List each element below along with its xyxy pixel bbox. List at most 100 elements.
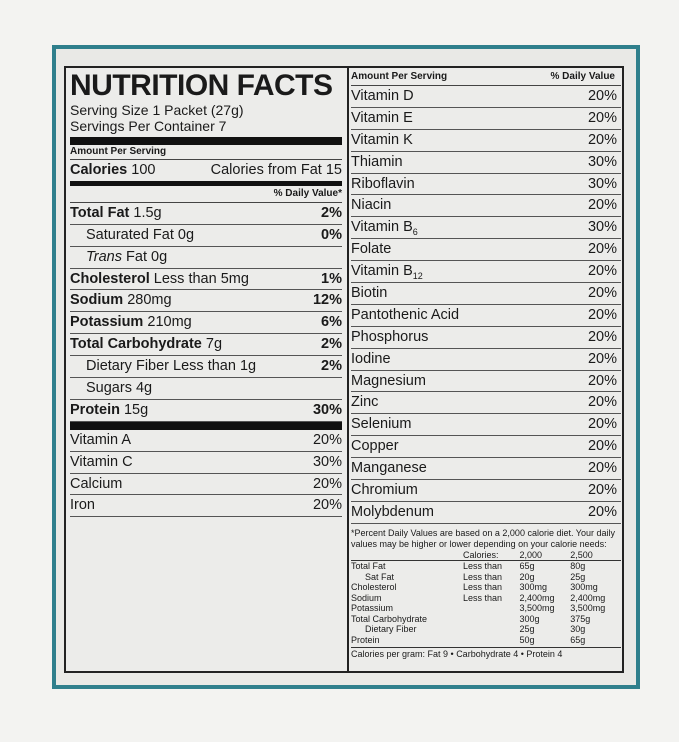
reference-cell: Sodium (351, 592, 382, 603)
nutrient-dv: 1% (321, 270, 342, 287)
vitamin-row: Molybdenum 20% (351, 502, 621, 524)
nutrient-dv: 6% (321, 314, 342, 331)
vitamin-row: Niacin 20% (351, 195, 621, 218)
nutrient-row: Sugars 4g (70, 378, 342, 400)
reference-cell: Less than (463, 592, 503, 603)
reference-header-cell: Calories: (463, 549, 520, 562)
vitamin-dv: 20% (587, 131, 617, 148)
daily-value-header: % Daily Value* (70, 186, 342, 203)
vitamin-row: Folate 20% (351, 239, 621, 262)
daily-value-right: % Daily Value (550, 71, 615, 82)
vitamin-name: Vitamin B12 (351, 263, 423, 282)
nutrient-label: Total Fat 1.5g (70, 203, 162, 224)
vitamin-name: Molybdenum (351, 503, 435, 520)
reference-cell: 2,400mg (570, 592, 606, 603)
vitamin-row: Vitamin A 20% (70, 430, 342, 452)
reference-cell: 3,500mg (570, 603, 606, 614)
reference-cell: 20g (519, 571, 535, 582)
divider (70, 421, 342, 430)
nutrient-label: Total Carbohydrate 7g (70, 334, 222, 355)
reference-header-cell (351, 549, 463, 562)
vitamin-name: Iron (70, 497, 95, 514)
vitamin-dv: 20% (587, 241, 617, 258)
vitamin-dv: 20% (587, 438, 617, 455)
nutrient-amount: Less than 5mg (153, 270, 249, 287)
vitamin-row: Vitamin D 20% (351, 86, 621, 108)
vitamin-row: Calcium 20% (70, 474, 342, 496)
nutrient-label: Saturated Fat 0g (86, 225, 194, 246)
vitamin-dv: 20% (587, 503, 617, 520)
vitamin-list-right: Vitamin D 20% Vitamin E 20% Vitamin K 20% Thia… (351, 86, 621, 524)
nutrient-name: Trans (86, 248, 122, 265)
vitamin-dv: 20% (587, 109, 617, 126)
footnote: *Percent Daily Values are based on a 2,0… (351, 527, 616, 549)
nutrient-amount: 280mg (127, 292, 172, 309)
nutrient-label: Sugars 4g (86, 378, 152, 399)
nutrient-name: Potassium (70, 314, 144, 331)
reference-header-cell: 2,000 (519, 549, 571, 562)
reference-cell: 300g (519, 613, 540, 624)
reference-cell: 375g (570, 613, 591, 624)
vitamin-name: Pantothenic Acid (351, 306, 460, 323)
vitamin-dv: 20% (312, 431, 342, 448)
left-column: NUTRITION FACTS Serving Size 1 Packet (2… (70, 68, 342, 671)
nutrient-label: Protein 15g (70, 400, 148, 421)
vitamin-name: Vitamin E (351, 109, 413, 126)
vitamin-name: Thiamin (351, 153, 403, 170)
vitamin-dv: 20% (587, 197, 617, 214)
nutrient-label: Cholesterol Less than 5mg (70, 269, 249, 290)
vitamin-dv: 20% (587, 285, 617, 302)
reference-row: Protein 50g 65g (351, 635, 621, 646)
vitamin-name: Calcium (70, 475, 123, 492)
nutrient-list: Total Fat 1.5g 2% Saturated Fat 0g 0% Trans … (70, 203, 342, 422)
vitamin-dv: 20% (587, 263, 617, 280)
vitamin-name: Vitamin C (70, 453, 133, 470)
vitamin-name: Riboflavin (351, 175, 415, 192)
vitamin-dv: 20% (587, 328, 617, 345)
vitamin-dv: 30% (312, 453, 342, 470)
reference-cell: 300mg (519, 582, 548, 593)
nutrient-row: Potassium 210mg 6% (70, 312, 342, 335)
vitamin-row: Vitamin B6 30% (351, 217, 621, 240)
right-column: Amount Per Serving % Daily Value Vitamin… (347, 68, 621, 671)
nutrient-dv: 2% (321, 336, 342, 353)
nutrient-row: Cholesterol Less than 5mg 1% (70, 269, 342, 291)
nutrient-name: Saturated Fat (86, 226, 174, 243)
vitamin-name: Magnesium (351, 372, 426, 389)
nutrient-label: Trans Fat 0g (86, 247, 167, 268)
vitamin-dv: 20% (312, 475, 342, 492)
nutrient-name: Dietary Fiber (86, 358, 169, 375)
vitamin-name: Chromium (351, 482, 418, 499)
reference-row: Cholesterol Less than 300mg 300mg (351, 582, 621, 593)
vitamin-name: Folate (351, 241, 392, 258)
calories-value: 100 (131, 162, 156, 178)
reference-cell (463, 603, 520, 614)
reference-cell: Dietary Fiber (365, 624, 417, 635)
nutrient-row: Sodium 280mg 12% (70, 290, 342, 313)
reference-row: Total Carbohydrate 300g 375g (351, 614, 621, 625)
vitamin-row: Thiamin 30% (351, 152, 621, 174)
nutrient-amount: 0g (177, 226, 195, 243)
reference-row: Sodium Less than 2,400mg 2,400mg (351, 593, 621, 604)
nutrient-amount: Less than 1g (173, 358, 257, 375)
divider (70, 180, 342, 186)
vitamin-dv: 20% (587, 416, 617, 433)
nutrient-amount: 7g (205, 336, 223, 353)
vitamin-row: Magnesium 20% (351, 371, 621, 393)
reference-cell: 65g (519, 561, 535, 572)
calories-per-gram: Calories per gram: Fat 9 • Carbohydrate … (351, 647, 621, 659)
vitamin-name: Selenium (351, 416, 412, 433)
reference-cell (463, 624, 520, 635)
vitamin-dv: 20% (587, 372, 617, 389)
vitamin-dv: 30% (587, 153, 617, 170)
reference-header-cell: 2,500 (570, 549, 621, 562)
nutrient-amount: Fat 0g (126, 248, 168, 265)
reference-cell: 25g (570, 571, 586, 582)
vitamin-name: Manganese (351, 460, 427, 477)
vitamin-row: Biotin 20% (351, 283, 621, 305)
vitamin-row: Iodine 20% (351, 349, 621, 371)
nutrient-dv: 2% (321, 358, 342, 375)
label-title: NUTRITION FACTS (70, 69, 333, 102)
reference-cell: Potassium (351, 603, 394, 614)
vitamin-dv: 20% (587, 394, 617, 411)
